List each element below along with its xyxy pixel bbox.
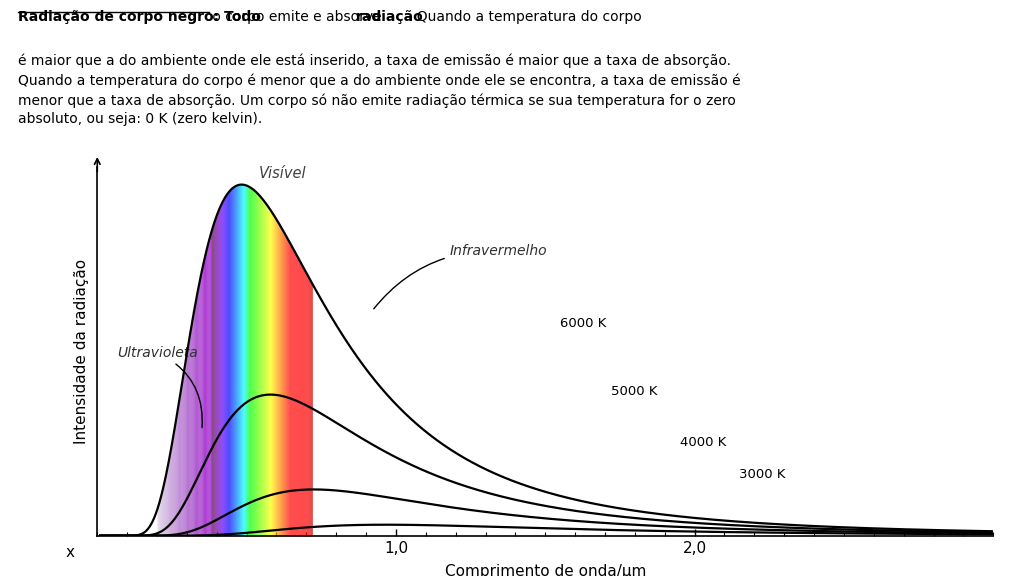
Text: 4000 K: 4000 K xyxy=(680,436,726,449)
Text: 5000 K: 5000 K xyxy=(611,385,657,398)
Text: 3000 K: 3000 K xyxy=(739,468,785,481)
Text: Infravermelho: Infravermelho xyxy=(374,244,548,309)
Text: é maior que a do ambiente onde ele está inserido, a taxa de emissão é maior que : é maior que a do ambiente onde ele está … xyxy=(18,54,741,127)
X-axis label: Comprimento de onda/μm: Comprimento de onda/μm xyxy=(444,564,646,576)
Y-axis label: Intensidade da radiação: Intensidade da radiação xyxy=(74,259,89,444)
Text: Visível: Visível xyxy=(259,166,306,181)
Text: Ultravioleta: Ultravioleta xyxy=(117,346,203,427)
Text: radiação: radiação xyxy=(355,10,424,24)
Text: . Quando a temperatura do corpo: . Quando a temperatura do corpo xyxy=(409,10,642,24)
Text: o corpo emite e absorve: o corpo emite e absorve xyxy=(208,10,386,24)
Text: 6000 K: 6000 K xyxy=(560,317,606,330)
Text: Radiação de corpo negro: Todo: Radiação de corpo negro: Todo xyxy=(18,10,261,24)
Text: x: x xyxy=(66,545,75,560)
